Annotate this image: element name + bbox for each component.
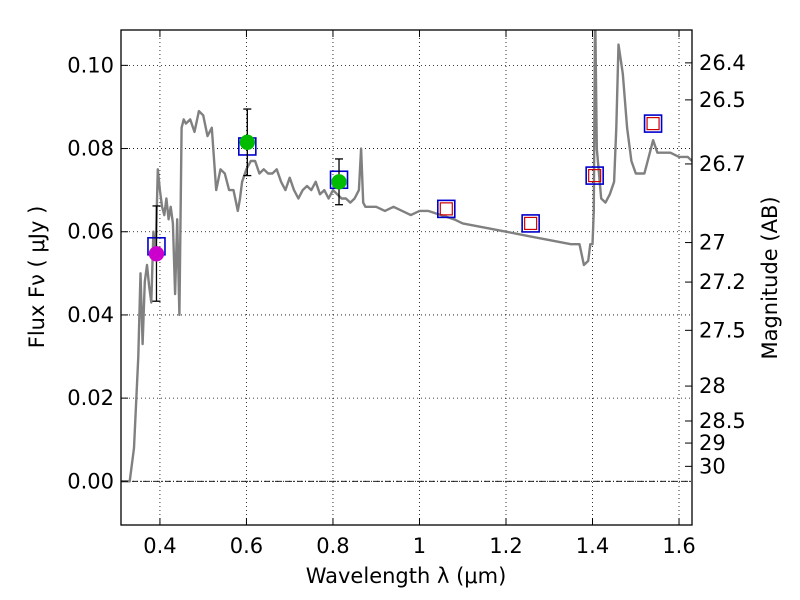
- magnitude-tick-label: 26.7: [699, 152, 746, 176]
- magnitude-tick-label: 28.5: [699, 409, 746, 433]
- magnitude-tick-label: 27: [699, 231, 726, 255]
- upper-limit-marker: [439, 202, 453, 216]
- y-axis-label-right: Magnitude (AB): [758, 196, 782, 359]
- detection-marker: [331, 174, 347, 190]
- x-axis-label: Wavelength λ (μm): [306, 564, 507, 588]
- y-tick-label: 0.04: [67, 303, 114, 327]
- y-axis-label: Flux Fν ( μJy ): [25, 206, 49, 349]
- y-tick-label: 0.02: [67, 386, 114, 410]
- upper-limit-marker: [646, 116, 660, 131]
- model-band-flux-marker: [436, 199, 456, 219]
- x-tick-label: 1.2: [489, 534, 522, 558]
- model-band-flux-marker: [521, 214, 540, 233]
- x-tick-label: 0.6: [230, 534, 263, 558]
- marker-layer: [147, 108, 663, 302]
- magnitude-tick-label: 28: [699, 374, 726, 398]
- plot-frame: [120, 29, 693, 526]
- model-band-flux-marker: [585, 166, 604, 185]
- detection-marker: [148, 246, 165, 262]
- y-tick-label: 0.00: [67, 469, 114, 493]
- x-tick-label: 0.8: [316, 534, 349, 558]
- upper-limit-marker: [588, 168, 602, 183]
- y-tick-label: 0.06: [67, 220, 114, 244]
- magnitude-tick-label: 26.5: [699, 88, 746, 112]
- detection-marker: [239, 134, 256, 151]
- magnitude-tick-label: 27.5: [699, 318, 746, 342]
- y-tick-label: 0.08: [67, 137, 114, 161]
- tick-layer: 0.4 0.6 0.8 1 1.2 1.4 1.6 0.00 0.02 0.04 0.06 0.08 0…: [67, 30, 746, 558]
- grid: [121, 30, 692, 525]
- magnitude-tick-label: 26.4: [699, 51, 746, 75]
- upper-limit-marker: [524, 216, 538, 231]
- sed-model-line: [121, 30, 692, 483]
- x-tick-label: 1: [413, 534, 426, 558]
- magnitude-tick-label: 30: [699, 454, 726, 478]
- x-tick-label: 1.4: [576, 534, 609, 558]
- y-tick-label: 0.10: [67, 53, 114, 77]
- x-tick-label: 0.4: [143, 534, 176, 558]
- series-layer: [121, 30, 692, 483]
- magnitude-tick-label: 29: [699, 431, 726, 455]
- magnitude-tick-label: 27.2: [699, 270, 746, 294]
- x-tick-label: 1.6: [662, 534, 695, 558]
- model-band-flux-marker: [643, 114, 663, 133]
